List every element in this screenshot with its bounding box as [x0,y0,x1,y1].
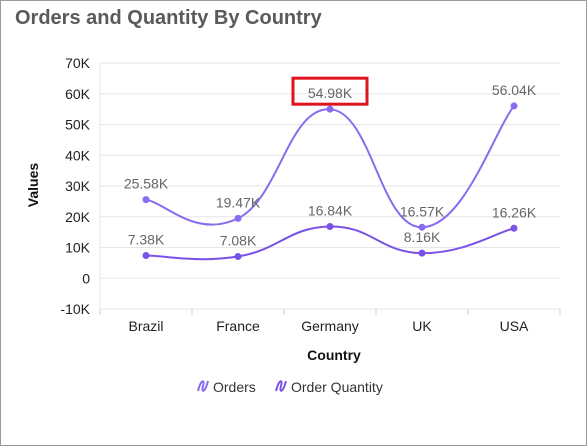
x-axis-ticks: Brazil France Germany UK USA [99,309,561,334]
y-tick-label: 30K [65,178,91,194]
data-label: 56.04K [492,82,537,98]
data-label: 16.57K [400,203,445,219]
x-tick-label: Brazil [128,318,163,334]
chart-title: Orders and Quantity By Country [15,7,322,29]
x-tick-label: UK [412,318,432,334]
y-tick-label: 60K [65,86,91,102]
data-point [142,196,150,204]
y-tick-label: 50K [65,117,91,133]
data-point [142,252,150,260]
data-point [234,252,242,260]
data-point [510,224,518,232]
legend-label-orders: Orders [213,379,256,395]
data-label: 25.58K [124,176,169,192]
x-tick-label: USA [500,318,529,334]
data-labels: 25.58K 19.47K 54.98K 16.57K 56.04K 7.38K 7.08K… [124,76,537,248]
series-line-orders [145,105,515,229]
data-label: 16.84K [308,202,353,218]
legend-item-order-quantity[interactable]: Order Quantity [275,379,383,395]
y-tick-label: 40K [65,147,91,163]
data-point [418,249,426,257]
data-label: 7.08K [220,232,257,248]
line-series-icon [275,380,287,392]
data-point [234,214,242,222]
y-axis-ticks: 70K 60K 50K 40K 30K 20K 10K 0 -10K [60,55,90,317]
x-tick-label: Germany [301,318,359,334]
data-label: 16.26K [492,204,537,220]
y-tick-label: -10K [60,301,90,317]
legend: Orders Order Quantity [197,379,383,395]
series-line-order-quantity [145,225,515,261]
legend-item-orders[interactable]: Orders [197,379,256,395]
data-point [510,102,518,110]
data-point [418,223,426,231]
data-point [326,222,334,230]
y-tick-label: 0 [82,270,90,286]
data-label: 19.47K [216,194,261,210]
y-axis-title: Values [25,163,41,208]
y-tick-label: 20K [65,209,91,225]
y-tick-label: 70K [65,55,91,71]
grid-lines [99,62,560,310]
data-label: 7.38K [128,232,165,248]
highlight-box [291,76,369,106]
series-lines [142,102,518,261]
data-label: 8.16K [404,229,441,245]
x-axis-title: Country [307,347,361,363]
data-point [326,105,334,113]
data-label: 54.98K [308,85,353,101]
legend-label-order-quantity: Order Quantity [291,379,383,395]
y-tick-label: 10K [65,240,91,256]
line-series-icon [197,380,209,392]
x-tick-label: France [216,318,260,334]
